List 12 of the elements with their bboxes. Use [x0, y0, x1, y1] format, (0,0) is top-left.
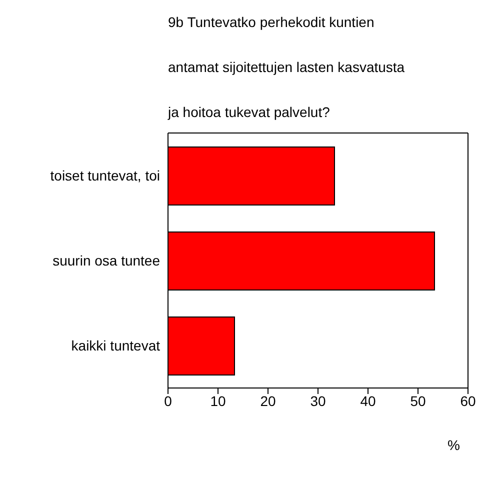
x-tick-label: 50 [410, 392, 426, 409]
chart-title: 9b Tuntevatko perhekodit kuntien antamat sijoitettujen lasten kasvatusta ja hoitoa tukevat palvelut? [168, 14, 405, 120]
x-tick-label: 30 [310, 392, 326, 409]
y-tick-label: kaikki tuntevat [71, 337, 160, 354]
x-tick-label: 10 [210, 392, 226, 409]
x-tick-label: 20 [260, 392, 276, 409]
x-axis-title: % [448, 437, 460, 453]
x-tick-label: 40 [360, 392, 376, 409]
y-tick-label: suurin osa tuntee [52, 252, 160, 268]
x-tick-label: 0 [164, 392, 172, 409]
y-tick-label: toiset tuntevat, toi [50, 167, 160, 184]
x-tick-label: 60 [460, 392, 476, 409]
